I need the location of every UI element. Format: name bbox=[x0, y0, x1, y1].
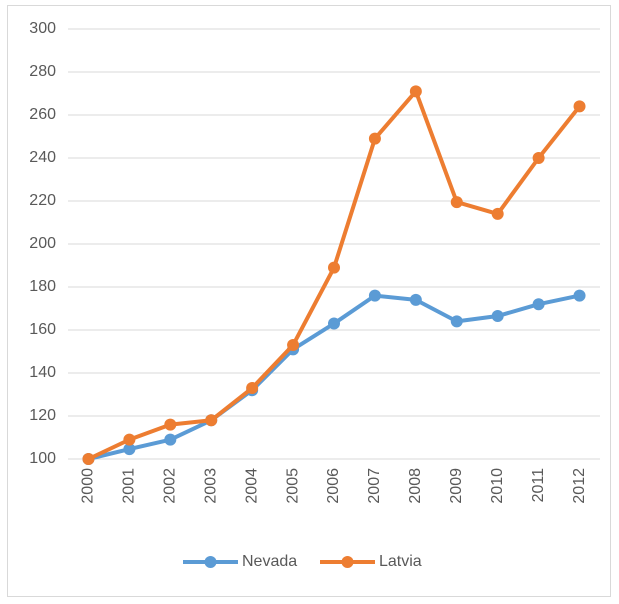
legend-label: Latvia bbox=[379, 553, 422, 570]
y-tick-label: 100 bbox=[29, 450, 56, 467]
x-tick-label: 2009 bbox=[448, 468, 465, 504]
y-tick-label: 200 bbox=[29, 235, 56, 252]
y-tick-label: 180 bbox=[29, 278, 56, 295]
x-tick-label: 2004 bbox=[243, 468, 260, 504]
y-tick-label: 160 bbox=[29, 321, 56, 338]
point bbox=[573, 289, 586, 302]
x-tick-label: 2000 bbox=[80, 468, 97, 504]
point bbox=[573, 100, 586, 113]
y-tick-label: 260 bbox=[29, 106, 56, 123]
chart-border bbox=[7, 5, 611, 597]
point bbox=[164, 418, 177, 431]
x-tick-label: 2001 bbox=[121, 468, 138, 504]
point bbox=[246, 382, 259, 395]
x-tick-label: 2002 bbox=[162, 468, 179, 504]
x-tick-label: 2010 bbox=[489, 468, 506, 504]
x-tick-label: 2008 bbox=[407, 468, 424, 504]
point bbox=[328, 317, 340, 330]
legend-label: Nevada bbox=[242, 553, 297, 570]
x-tick-label: 2007 bbox=[366, 468, 383, 504]
point bbox=[491, 207, 504, 220]
point bbox=[409, 293, 422, 306]
x-tick-label: 2012 bbox=[571, 468, 588, 504]
point bbox=[450, 315, 463, 328]
legend-marker bbox=[204, 556, 217, 568]
point bbox=[328, 261, 340, 274]
point bbox=[450, 196, 463, 209]
x-tick-label: 2011 bbox=[530, 468, 547, 503]
point bbox=[409, 85, 422, 98]
y-tick-label: 120 bbox=[29, 407, 56, 424]
legend-marker bbox=[341, 556, 354, 568]
point bbox=[368, 289, 381, 302]
y-tick-label: 220 bbox=[29, 192, 56, 209]
point bbox=[82, 453, 95, 465]
x-tick-label: 2005 bbox=[284, 468, 301, 504]
y-tick-label: 300 bbox=[29, 20, 56, 37]
x-tick-label: 2006 bbox=[325, 468, 342, 504]
point bbox=[491, 310, 504, 323]
point bbox=[205, 414, 218, 427]
y-tick-label: 240 bbox=[29, 149, 56, 166]
point bbox=[532, 298, 545, 311]
point bbox=[368, 132, 381, 145]
y-tick-label: 280 bbox=[29, 63, 56, 80]
x-tick-label: 2003 bbox=[202, 468, 219, 504]
point bbox=[287, 339, 300, 352]
point bbox=[532, 152, 545, 164]
y-tick-label: 140 bbox=[29, 364, 56, 381]
point bbox=[123, 443, 136, 456]
point bbox=[164, 433, 177, 446]
point bbox=[123, 433, 136, 446]
